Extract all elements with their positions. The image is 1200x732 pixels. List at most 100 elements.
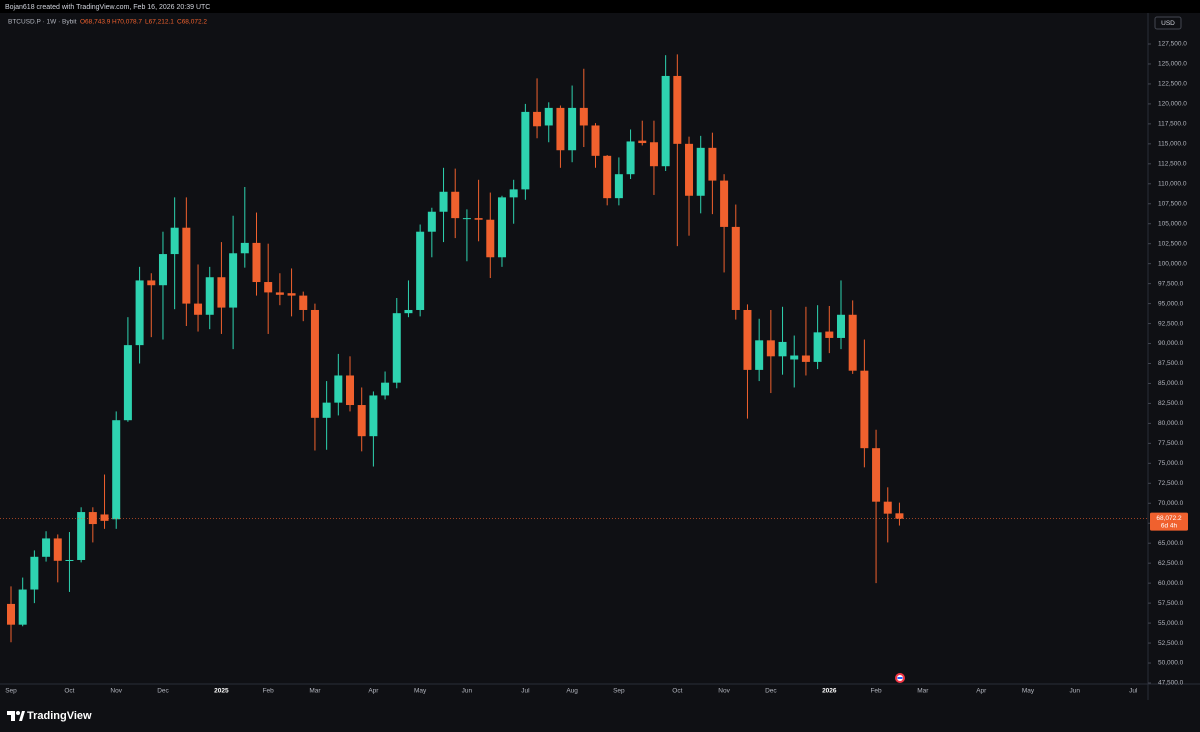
x-tick-label: Sep <box>613 688 625 695</box>
candle-body <box>427 211 436 232</box>
currency-box[interactable] <box>1154 16 1182 30</box>
y-tick-label: 92,500.0 <box>1158 320 1184 327</box>
candle-body <box>170 227 179 255</box>
y-tick-label: 112,500.0 <box>1158 161 1187 168</box>
x-tick-label: Oct <box>64 688 74 695</box>
candle-body <box>240 242 249 254</box>
candle-body <box>334 375 343 403</box>
logo-part[interactable] <box>16 711 20 715</box>
candle-body <box>638 140 647 144</box>
x-tick-label: Sep <box>5 688 17 695</box>
y-tick-label: 117,500.0 <box>1158 121 1187 128</box>
x-tick-label: Jul <box>521 688 530 695</box>
candle-body <box>556 107 565 151</box>
candle-body <box>147 280 156 286</box>
candle-body <box>521 111 530 190</box>
candle-body <box>626 141 635 175</box>
x-tick-label: Jun <box>1070 688 1081 695</box>
candle-body <box>451 191 460 219</box>
candle-body <box>579 107 588 126</box>
x-tick-label: Jul <box>1129 688 1138 695</box>
y-tick-label: 90,000.0 <box>1158 340 1184 347</box>
currency-label[interactable]: USD <box>1161 20 1175 27</box>
candle-body <box>100 514 109 521</box>
y-tick-label: 80,000.0 <box>1158 420 1184 427</box>
candle-body <box>182 227 191 304</box>
logo-part[interactable] <box>11 711 15 721</box>
candles <box>7 54 904 643</box>
candle-body <box>369 395 378 437</box>
y-tick-label: 125,000.0 <box>1158 61 1187 68</box>
y-tick-label: 50,000.0 <box>1158 660 1184 667</box>
candle-body <box>357 405 366 437</box>
y-tick-label: 127,500.0 <box>1158 41 1187 48</box>
y-tick-label: 75,000.0 <box>1158 460 1184 467</box>
candle-body <box>801 355 810 362</box>
event-stripe[interactable] <box>897 677 903 679</box>
y-tick-label: 102,500.0 <box>1158 240 1187 247</box>
candle-body <box>603 155 612 199</box>
y-tick-label: 57,500.0 <box>1158 600 1184 607</box>
candle-body <box>486 219 495 258</box>
candle-body <box>474 218 483 220</box>
y-tick-label: 65,000.0 <box>1158 540 1184 547</box>
candle-body <box>158 254 167 286</box>
candle-body <box>53 538 62 561</box>
candle-body <box>755 340 764 370</box>
candle-body <box>872 448 881 502</box>
candle-body <box>322 402 331 418</box>
header-bar <box>0 0 1200 13</box>
candle-body <box>42 538 51 557</box>
candle-body <box>533 111 542 127</box>
x-tick-label: Apr <box>976 688 987 695</box>
candle-body <box>264 282 273 293</box>
candle-body <box>287 293 296 296</box>
candle-body <box>217 277 226 308</box>
candle-body <box>299 295 308 310</box>
candle-body <box>778 341 787 357</box>
candle-body <box>275 292 284 295</box>
candle-body <box>825 331 834 338</box>
candle-body <box>661 75 670 167</box>
candle-body <box>860 370 869 449</box>
y-tick-label: 110,000.0 <box>1158 180 1187 187</box>
ohlc-open: O68,743.9 <box>80 19 111 26</box>
logo[interactable]: TradingView <box>7 710 92 722</box>
candle-body <box>497 197 506 258</box>
y-tick-label: 97,500.0 <box>1158 280 1184 287</box>
y-tick-label: 60,000.0 <box>1158 580 1184 587</box>
candle-body <box>614 174 623 199</box>
x-tick-label: May <box>414 688 427 695</box>
candle-body <box>720 180 729 227</box>
candle-body <box>252 242 261 283</box>
candle-body <box>895 513 904 519</box>
last-price-box <box>1150 512 1188 531</box>
logo-part[interactable] <box>19 711 25 721</box>
candle-body <box>673 75 682 144</box>
candle-body <box>813 332 822 362</box>
candle-body <box>112 420 121 520</box>
symbol-legend: BTCUSD.P · 1W · Bybit <box>8 19 77 26</box>
candle-body <box>381 382 390 396</box>
candle-body <box>205 277 214 315</box>
y-tick-label: 107,500.0 <box>1158 200 1187 207</box>
x-tick-label: 2025 <box>214 688 229 695</box>
candle-body <box>135 280 144 346</box>
y-tick-label: 85,000.0 <box>1158 380 1184 387</box>
x-tick-label: Nov <box>110 688 122 695</box>
ohlc-close: C68,072.2 <box>177 19 207 26</box>
y-tick-label: 105,000.0 <box>1158 220 1187 227</box>
y-tick-label: 47,500.0 <box>1158 680 1184 687</box>
candle-body <box>77 512 86 560</box>
x-tick-label: Mar <box>309 688 321 695</box>
last-price-label: 68,072.2 <box>1156 515 1182 522</box>
candle-body <box>392 313 401 383</box>
ohlc-high: H70,078.7 <box>112 19 142 26</box>
x-tick-label: Aug <box>566 688 578 695</box>
event-icon[interactable] <box>895 673 905 683</box>
y-tick-label: 100,000.0 <box>1158 260 1187 267</box>
logo-text[interactable]: TradingView <box>27 710 92 722</box>
candle-body <box>743 309 752 370</box>
